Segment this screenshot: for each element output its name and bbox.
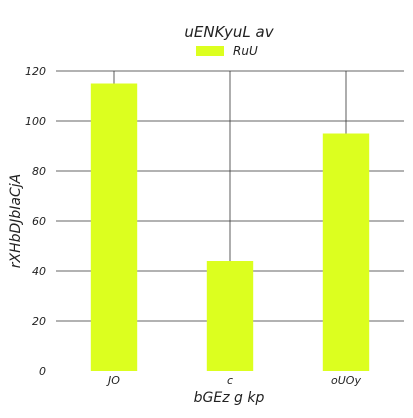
- y-tick-label: 0: [39, 365, 46, 378]
- y-tick-label: 60: [32, 215, 46, 228]
- y-tick-label: 80: [32, 165, 46, 178]
- y-tick-label: 120: [25, 65, 46, 78]
- y-tick-label: 100: [25, 115, 46, 128]
- tick-labels: 0 20 40 60 80 100 120 JO c oUOy: [25, 65, 361, 387]
- bar-oUOy: [322, 133, 370, 371]
- legend-label: RuU: [233, 44, 258, 58]
- x-tick-label: oUOy: [331, 374, 361, 387]
- y-axis-label: rXHbDJbIaCjA: [8, 174, 24, 269]
- y-tick-label: 40: [32, 265, 46, 278]
- x-tick-label: c: [227, 374, 233, 387]
- y-tick-label: 20: [32, 315, 46, 328]
- legend: RuU: [196, 44, 258, 58]
- bar-c: [206, 261, 254, 371]
- legend-swatch: [196, 46, 224, 56]
- x-axis-label: bGEz g kp: [194, 390, 265, 406]
- chart-title: uENKyuL av: [184, 23, 274, 41]
- bar-JO: [90, 83, 138, 371]
- bars: [90, 83, 370, 371]
- x-tick-label: JO: [106, 374, 120, 387]
